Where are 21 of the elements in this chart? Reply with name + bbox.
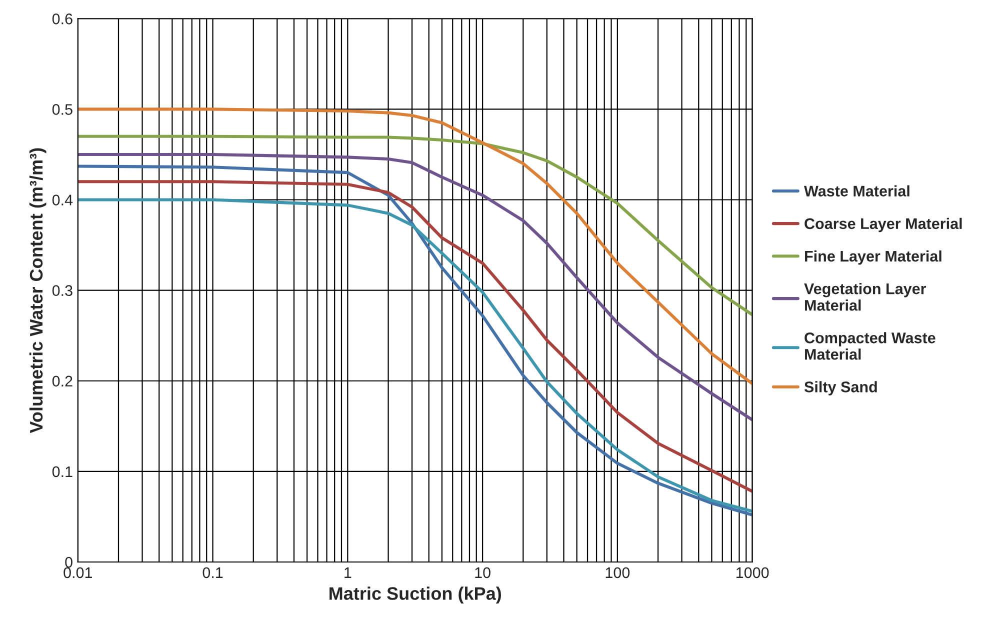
x-tick-label: 0.01 <box>64 567 92 578</box>
y-tick-label: 0.3 <box>52 285 72 296</box>
x-tick-label: 0.1 <box>202 567 223 578</box>
legend-label: Silty Sand <box>804 381 877 396</box>
y-tick-label: 0 <box>65 556 72 568</box>
x-tick-label: 1 <box>344 567 352 578</box>
legend-label: Waste Material <box>804 185 910 196</box>
y-axis-title: Volumetric Water Content (m³/m³) <box>29 148 46 434</box>
y-tick-label: 0.4 <box>52 194 73 206</box>
x-tick-label: 1000 <box>736 567 769 578</box>
y-tick-label: 0.5 <box>52 104 72 115</box>
y-tick-label: 0.1 <box>52 466 72 478</box>
legend-label: Fine Layer Material <box>805 250 942 265</box>
x-tick-label: 10 <box>475 567 490 578</box>
legend-label: Coarse Layer Material <box>804 218 962 232</box>
y-tick-label: 0.2 <box>52 376 72 387</box>
legend-label: Vegetation Layer Material <box>804 282 926 311</box>
x-tick-label: 100 <box>606 567 630 578</box>
legend-label: Compacted Waste Material <box>804 332 936 360</box>
x-axis-title: Matric Suction (kPa) <box>330 586 501 604</box>
y-tick-label: 0.6 <box>52 14 72 24</box>
